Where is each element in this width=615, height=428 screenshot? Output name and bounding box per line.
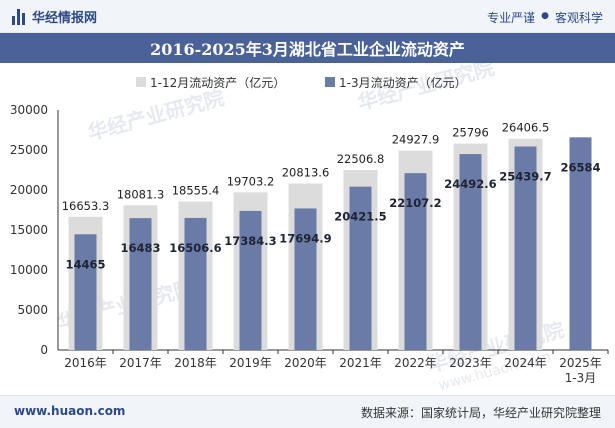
title-bar: 2016-2025年3月湖北省工业企业流动资产 bbox=[0, 33, 615, 63]
data-label-1-3: 22107.2 bbox=[389, 196, 441, 210]
slogan: 专业严谨 ● 客观科学 bbox=[487, 9, 603, 26]
x-tick-label: 2019年 bbox=[229, 356, 272, 370]
bar-1-3 bbox=[74, 234, 97, 350]
slogan-right: 客观科学 bbox=[554, 11, 603, 25]
legend-label-1-3: 1-3月流动资产（亿元） bbox=[339, 75, 467, 90]
x-tick-label: 2017年 bbox=[119, 356, 162, 370]
data-label-1-12: 25796 bbox=[452, 126, 489, 140]
top-bar: 华经情报网 专业严谨 ● 客观科学 bbox=[0, 0, 615, 33]
data-label-1-12: 18081.3 bbox=[117, 187, 165, 201]
y-tick-label: 0 bbox=[40, 343, 48, 357]
chart-title: 2016-2025年3月湖北省工业企业流动资产 bbox=[150, 40, 465, 59]
bar-1-3 bbox=[129, 218, 152, 350]
chart: 华经产业研究院华经产业研究院华经产业研究院华经产业研究院www.huaon.co… bbox=[10, 63, 609, 394]
data-label-1-12: 22506.8 bbox=[337, 152, 385, 166]
brand-logo-icon bbox=[12, 8, 26, 25]
x-tick-label: 2021年 bbox=[339, 356, 382, 370]
data-source: 数据来源：国家统计局，华经产业研究院整理 bbox=[360, 406, 601, 420]
y-tick-label: 20000 bbox=[10, 183, 48, 197]
data-label-1-12: 16653.3 bbox=[62, 199, 110, 213]
bar-1-3 bbox=[294, 208, 317, 350]
legend-swatch-1-3 bbox=[325, 77, 335, 87]
bullet-icon: ● bbox=[541, 11, 549, 21]
data-label-1-12: 20813.6 bbox=[282, 165, 330, 179]
x-tick-label: 2022年 bbox=[394, 356, 437, 370]
legend-swatch-1-12 bbox=[136, 77, 146, 87]
data-label-1-3: 17384.3 bbox=[224, 234, 276, 248]
data-label-1-3: 20421.5 bbox=[334, 210, 386, 224]
data-label-1-12: 19703.2 bbox=[227, 174, 275, 188]
footer-url[interactable]: www.huaon.com bbox=[14, 404, 126, 418]
data-label-1-3: 17694.9 bbox=[279, 231, 331, 245]
bar-1-3 bbox=[404, 173, 427, 350]
data-label-1-3: 14465 bbox=[65, 257, 105, 271]
legend-label-1-12: 1-12月流动资产（亿元） bbox=[150, 75, 285, 90]
x-tick-label: 2018年 bbox=[174, 356, 217, 370]
bar-1-3 bbox=[184, 217, 207, 350]
y-tick-label: 25000 bbox=[10, 143, 48, 157]
data-label-1-12: 26406.5 bbox=[502, 121, 550, 135]
bar-1-3 bbox=[514, 146, 537, 350]
bar-1-3 bbox=[459, 154, 482, 350]
footer: www.huaon.com 数据来源：国家统计局，华经产业研究院整理 bbox=[0, 395, 615, 428]
data-label-1-3: 16506.6 bbox=[169, 241, 221, 255]
slogan-left: 专业严谨 bbox=[487, 11, 536, 25]
brand-name: 华经情报网 bbox=[32, 11, 98, 26]
x-tick-label: 2016年 bbox=[64, 356, 107, 370]
brand[interactable]: 华经情报网 bbox=[12, 7, 97, 26]
x-tick-label: 1-3月 bbox=[565, 371, 597, 385]
y-tick-label: 5000 bbox=[17, 303, 48, 317]
data-label-1-3: 25439.7 bbox=[499, 169, 551, 183]
x-tick-label: 2025年 bbox=[559, 356, 602, 370]
data-label-1-12: 24927.9 bbox=[392, 133, 440, 147]
data-label-1-3: 16483 bbox=[120, 241, 160, 255]
x-tick-label: 2024年 bbox=[504, 356, 547, 370]
bar-1-3 bbox=[569, 137, 592, 350]
data-label-1-3: 24492.6 bbox=[444, 177, 496, 191]
watermark-text: 华经产业研究院 bbox=[85, 85, 226, 144]
x-tick-label: 2020年 bbox=[284, 356, 327, 370]
y-tick-label: 30000 bbox=[10, 103, 48, 117]
data-label-1-3: 26584 bbox=[560, 160, 600, 174]
bar-1-3 bbox=[239, 210, 262, 350]
x-tick-label: 2023年 bbox=[449, 356, 492, 370]
data-label-1-12: 18555.4 bbox=[172, 184, 220, 198]
y-tick-label: 15000 bbox=[10, 223, 48, 237]
bar-1-3 bbox=[349, 186, 372, 350]
y-tick-label: 10000 bbox=[10, 263, 48, 277]
